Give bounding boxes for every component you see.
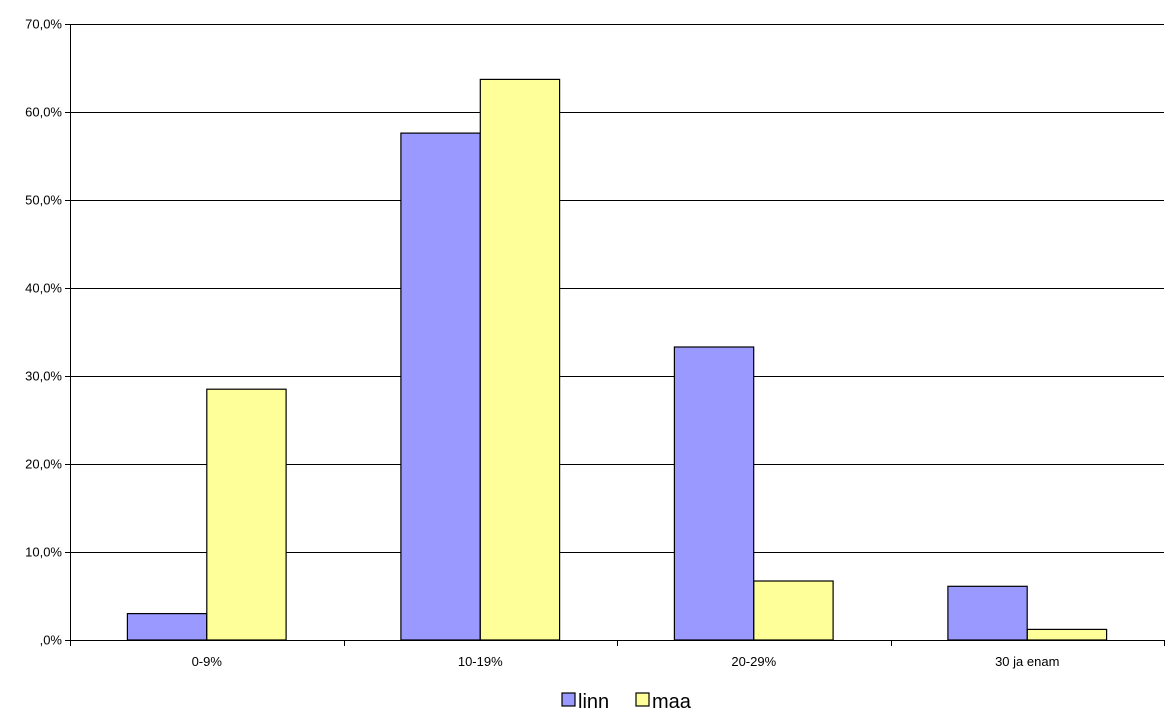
y-tick-label: ,0% [40,633,63,648]
legend-label-maa: maa [652,691,692,713]
x-tick-label: 0-9% [192,654,223,669]
legend-label-linn: linn [578,691,609,713]
bar-linn-0 [126,612,208,641]
bar-linn-3 [947,585,1028,641]
bar-linn-1 [400,132,481,641]
legend: linn maa [561,691,692,713]
x-tick-label: 30 ja enam [995,654,1059,669]
legend-swatch-linn [561,692,576,707]
x-tick-label: 10-19% [458,654,503,669]
bar-maa-1 [479,78,561,641]
bar-maa-2 [753,580,834,641]
bar-maa-3 [1026,628,1108,641]
y-tick-label: 50,0% [25,193,62,208]
bars [126,78,1108,641]
y-tick-label: 10,0% [25,545,62,560]
y-tick-label: 70,0% [25,17,62,32]
x-tick-label: 20-29% [731,654,776,669]
axes: ,0% 10,0% 20,0% 30,0% 40,0% 50,0% 60,0% 70,0% 0-… [25,17,1165,669]
bar-linn-2 [673,346,755,641]
legend-swatch-maa [635,692,650,707]
y-tick-label: 30,0% [25,369,62,384]
y-tick-label: 60,0% [25,105,62,120]
y-tick-label: 20,0% [25,457,62,472]
y-tick-label: 40,0% [25,281,62,296]
bar-maa-0 [206,388,287,641]
